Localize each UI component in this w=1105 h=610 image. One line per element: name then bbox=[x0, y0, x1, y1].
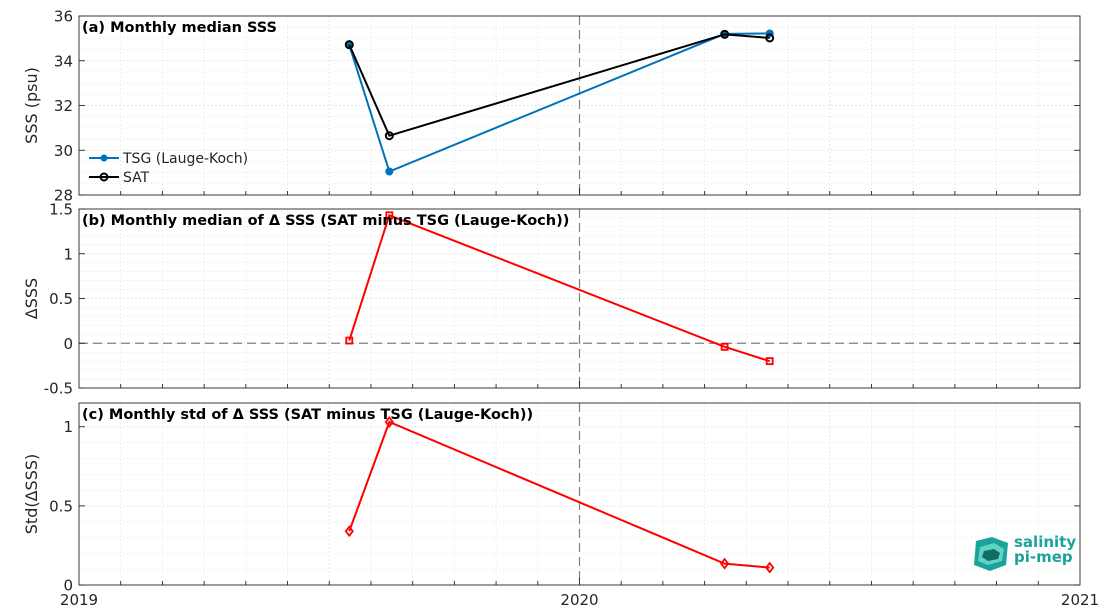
data-point bbox=[765, 357, 774, 366]
data-point bbox=[720, 342, 729, 351]
panel-1: 28 30 32 34 36 SSS (psu) (a) Monthly median SS… bbox=[22, 8, 1081, 205]
y-axis-label: ΔSSS bbox=[22, 278, 41, 319]
data-point bbox=[720, 29, 730, 39]
data-point bbox=[385, 167, 394, 176]
legend-entry: SAT bbox=[123, 170, 150, 186]
y-axis-label: Std(ΔSSS) bbox=[22, 454, 41, 534]
data-point bbox=[345, 336, 354, 345]
y-tick-label: 36 bbox=[54, 8, 73, 26]
data-point bbox=[385, 211, 394, 220]
logo-mark-icon bbox=[974, 537, 1008, 571]
panel-title: (b) Monthly median of Δ SSS (SAT minus T… bbox=[82, 213, 569, 229]
panel-title: (c) Monthly std of Δ SSS (SAT minus TSG … bbox=[82, 407, 533, 423]
y-tick-label: 28 bbox=[54, 187, 73, 205]
series-line bbox=[348, 213, 770, 363]
legend-marker bbox=[100, 154, 108, 162]
y-tick-label: 0.5 bbox=[49, 290, 73, 308]
y-tick-label: 0 bbox=[63, 577, 73, 595]
y-tick-label: 0 bbox=[63, 335, 73, 353]
y-tick-label: 30 bbox=[54, 142, 73, 160]
y-tick-label: 1 bbox=[63, 245, 73, 263]
legend-marker bbox=[99, 172, 109, 182]
y-tick-label: 0.5 bbox=[49, 497, 73, 515]
logo-line2: pi-mep bbox=[1014, 548, 1073, 566]
legend: TSG (Lauge-Koch) SAT bbox=[89, 151, 248, 186]
series-line bbox=[348, 33, 770, 137]
y-tick-label: 32 bbox=[54, 97, 73, 115]
panel-title: (a) Monthly median SSS bbox=[82, 20, 277, 36]
series-line bbox=[348, 32, 770, 173]
panel-2: -0.5 0 0.5 1 1.5 ΔSSS (b) Monthly median of Δ … bbox=[22, 201, 1081, 398]
data-point bbox=[384, 416, 394, 428]
y-tick-label: 1 bbox=[63, 418, 73, 436]
logo-line1: salinity bbox=[1014, 533, 1077, 551]
y-axis-label: SSS (psu) bbox=[22, 67, 41, 144]
panel-3: 0 0.5 1 2019 2020 2021 Std(ΔSSS) (c) Monthly st… bbox=[22, 402, 1099, 609]
x-tick-label: 2020 bbox=[560, 591, 598, 609]
data-point bbox=[384, 131, 394, 141]
y-tick-label: -0.5 bbox=[44, 380, 73, 398]
y-tick-label: 1.5 bbox=[49, 201, 73, 219]
x-tick-label: 2019 bbox=[60, 591, 98, 609]
x-tick-label: 2021 bbox=[1061, 591, 1099, 609]
data-point bbox=[765, 561, 775, 574]
data-point bbox=[720, 557, 730, 570]
y-tick-label: 34 bbox=[54, 52, 73, 70]
salinity-pi-mep-logo: salinity pi-mep bbox=[972, 535, 1082, 577]
data-point bbox=[765, 33, 775, 43]
legend-entry: TSG (Lauge-Koch) bbox=[122, 151, 248, 167]
data-point bbox=[344, 525, 354, 538]
series-line bbox=[348, 420, 770, 569]
data-point bbox=[344, 40, 354, 50]
